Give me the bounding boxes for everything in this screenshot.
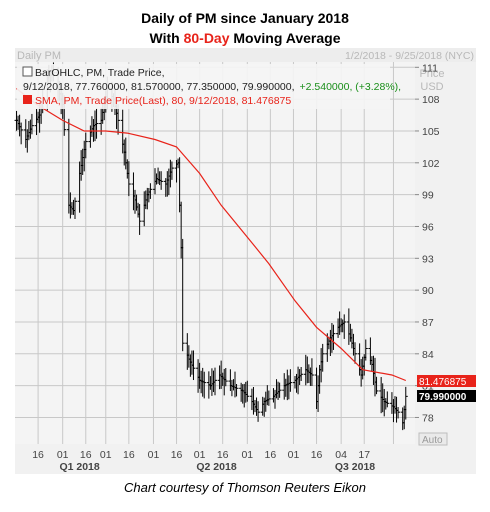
sma-line [16,88,407,382]
time-tick-label: 16 [32,449,44,461]
chart-credit: Chart courtesy of Thomson Reuters Eikon [123,480,367,495]
time-tick-label: 16 [171,449,183,461]
time-tick-label: 16 [217,449,229,461]
price-tick-label: 93 [422,253,434,265]
header-strip [15,48,476,62]
price-axis-label-usd: USD [420,81,443,93]
header-left-label: Daily PM [17,50,61,62]
period-labels: Q1 2018 Q2 2018 Q3 2018 [59,461,375,473]
time-tick-label: 01 [148,449,160,461]
legend-sma-swatch [23,95,32,104]
price-tick-label: 99 [422,190,434,202]
time-axis-ticks: 16 01 16 01 16 01 16 01 16 01 16 01 16 04 17 [32,449,370,461]
period-label: Q3 2018 [335,461,375,473]
time-tick-label: 16 [265,449,277,461]
time-tick-label: 01 [288,449,300,461]
sma-value-text: 81.476875 [419,377,467,388]
legend-ohlc-change: +2.540000, (+3.28%), [300,81,402,93]
time-tick-label: 01 [241,449,253,461]
price-tick-label: 90 [422,285,434,297]
time-tick-label: 16 [123,449,135,461]
time-tick-label: 01 [194,449,206,461]
legend-ohlc-line1: BarOHLC, PM, Trade Price, [35,67,165,79]
price-tick-label: 96 [422,221,434,233]
period-label: Q2 2018 [196,461,236,473]
legend-ohlc-line2: 9/12/2018, 77.760000, 81.570000, 77.3500… [23,81,401,93]
price-chart[interactable]: Daily PM 1/2/2018 - 9/25/2018 (NYC) BarO… [0,0,490,475]
auto-scale-button[interactable] [418,432,448,446]
price-tick-label: 108 [422,94,440,106]
legend-background [17,64,390,109]
time-axis-area [15,444,476,474]
sma-value-tag [417,375,476,387]
time-tick-label: 16 [311,449,323,461]
time-tick-label: 16 [80,449,92,461]
chart-subtitle: With 80-Day Moving Average [0,30,490,46]
time-tick-label: 04 [335,449,347,461]
price-value-text: 79.990000 [419,392,467,403]
price-axis-label-price: Price [419,68,444,80]
price-tick-label: 84 [422,349,434,361]
period-label: Q1 2018 [59,461,99,473]
auto-scale-label: Auto [422,435,443,446]
time-tick-label: 17 [358,449,370,461]
header-date-range: 1/2/2018 - 9/25/2018 (NYC) [345,50,474,62]
legend-sma-line: SMA, PM, Trade Price(Last), 80, 9/12/201… [35,95,291,107]
price-tick-label: 102 [422,158,440,170]
price-tick-label: 105 [422,126,440,138]
subtitle-suffix: Moving Average [229,30,341,46]
price-tick-label: 78 [422,412,434,424]
time-tick-label: 01 [57,449,69,461]
price-tick-label: 87 [422,317,434,329]
chart-title: Daily of PM since January 2018 [141,10,349,26]
time-tick-label: 01 [100,449,112,461]
subtitle-prefix: With [149,30,184,46]
subtitle-highlight: 80-Day [183,30,230,46]
price-value-tag [417,390,476,402]
legend-ohlc-swatch [22,66,33,77]
price-tick-label: 111 [422,62,438,74]
legend-ohlc-values: 9/12/2018, 77.760000, 81.570000, 77.3500… [23,81,295,93]
